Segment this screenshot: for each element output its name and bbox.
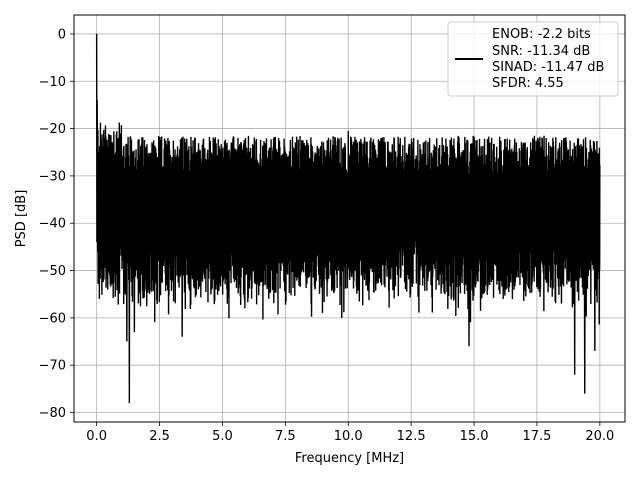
y-tick-label: −10 bbox=[39, 75, 66, 90]
psd-series-line bbox=[95, 33, 601, 404]
legend-box bbox=[447, 21, 619, 97]
series-group bbox=[95, 33, 601, 404]
x-axis: 0.0 2.5 5.0 7.5 10.0 12.5 15.0 17.5 20.0 bbox=[86, 422, 614, 444]
x-tick-label: 10.0 bbox=[334, 429, 363, 444]
x-tick-label: 2.5 bbox=[149, 429, 170, 444]
plot-frame bbox=[73, 14, 626, 423]
y-tick-label: 0 bbox=[58, 27, 66, 42]
y-tick-label: −40 bbox=[39, 217, 66, 232]
x-tick-label: 12.5 bbox=[397, 429, 426, 444]
x-tick-label: 0.0 bbox=[86, 429, 107, 444]
legend-line-sfdr: SFDR: 4.55 bbox=[492, 76, 564, 91]
y-tick-label: −70 bbox=[39, 359, 66, 374]
legend-line-sinad: SINAD: -11.47 dB bbox=[492, 60, 604, 75]
y-tick-label: −30 bbox=[39, 169, 66, 184]
x-tick-label: 20.0 bbox=[585, 429, 614, 444]
y-axis-label: PSD [dB] bbox=[14, 190, 29, 248]
x-tick-label: 7.5 bbox=[275, 429, 296, 444]
y-tick-label: −50 bbox=[39, 264, 66, 279]
x-axis-label: Frequency [MHz] bbox=[295, 451, 404, 466]
x-tick-label: 15.0 bbox=[460, 429, 489, 444]
y-tick-label: −20 bbox=[39, 122, 66, 137]
x-tick-label: 5.0 bbox=[212, 429, 233, 444]
legend: ENOB: -2.2 bits SNR: -11.34 dB SINAD: -1… bbox=[447, 21, 619, 97]
legend-line-enob: ENOB: -2.2 bits bbox=[492, 27, 591, 42]
legend-line-snr: SNR: -11.34 dB bbox=[492, 44, 590, 59]
x-tick-label: 17.5 bbox=[522, 429, 551, 444]
y-tick-label: −60 bbox=[39, 311, 66, 326]
y-tick-label: −80 bbox=[39, 406, 66, 421]
y-axis: 0 −10 −20 −30 −40 −50 −60 −70 −80 bbox=[39, 27, 74, 421]
